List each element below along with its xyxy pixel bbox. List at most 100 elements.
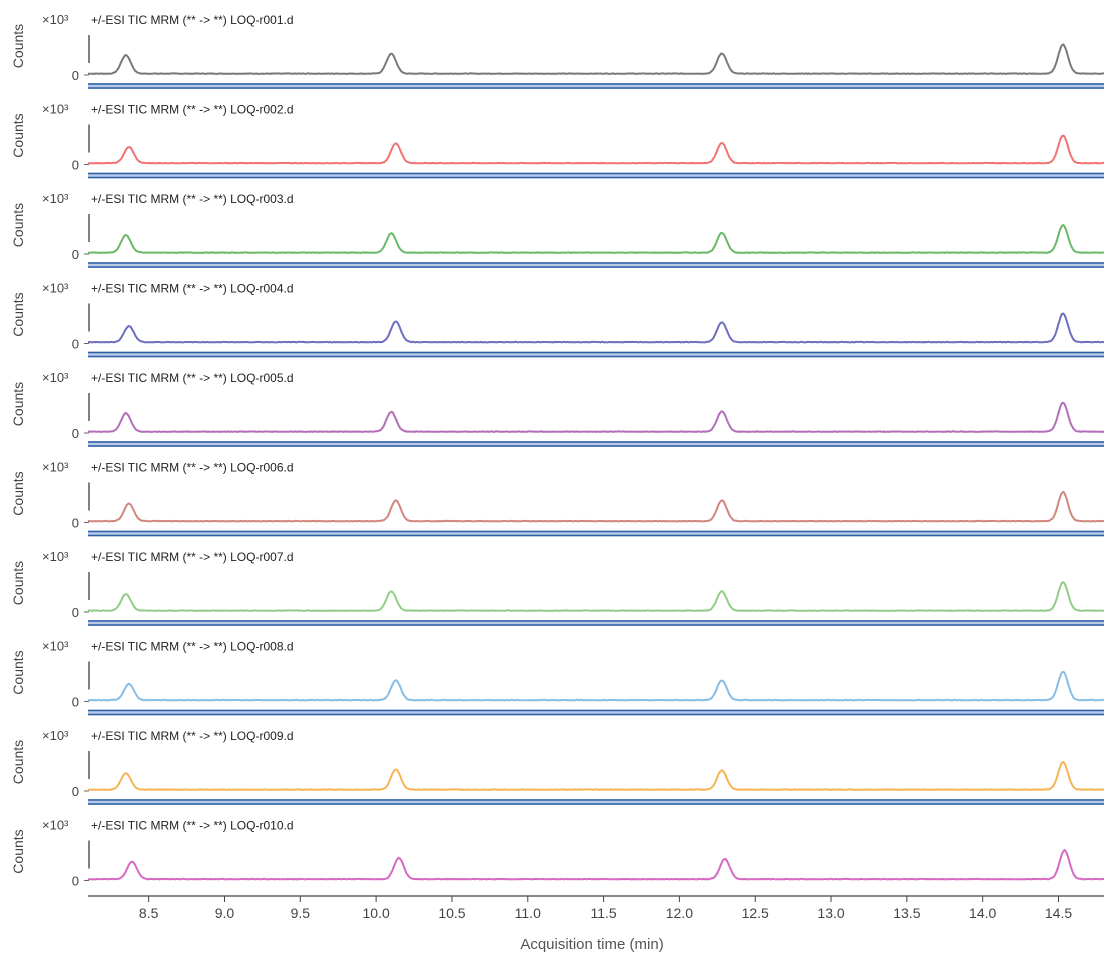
data-point-08-4 xyxy=(1062,672,1064,674)
x-axis-label: Acquisition time (min) xyxy=(520,936,663,953)
series-line-02 xyxy=(87,134,1104,165)
data-point-08-3 xyxy=(721,681,723,683)
y-multiplier-05: ×10³ xyxy=(42,370,69,385)
y-axis-label-10: Counts xyxy=(10,829,26,873)
x-tick-label-3: 9.5 xyxy=(291,905,311,921)
series-title-02: +/-ESI TIC MRM (** -> **) LOQ-r002.d xyxy=(91,103,294,117)
panel-separator-01 xyxy=(88,83,1104,89)
y-multiplier-02: ×10³ xyxy=(42,102,69,117)
y-tick-label-09: 0 xyxy=(72,784,79,799)
x-tick-label-8: 12.0 xyxy=(666,905,693,921)
data-point-07-4 xyxy=(1062,583,1064,585)
data-point-02-1 xyxy=(128,148,130,150)
series-line-06 xyxy=(87,490,1104,523)
panel-separator-02 xyxy=(88,172,1104,179)
x-tick-label-5: 10.5 xyxy=(438,905,465,921)
y-axis-label-07: Counts xyxy=(10,561,26,605)
data-point-10-4 xyxy=(1064,851,1066,853)
data-point-07-3 xyxy=(721,592,723,594)
data-point-05-3 xyxy=(721,412,723,414)
x-tick-label-4: 10.0 xyxy=(362,905,389,921)
y-tick-label-03: 0 xyxy=(72,247,79,262)
series-title-10: +/-ESI TIC MRM (** -> **) LOQ-r010.d xyxy=(91,819,294,833)
x-tick-label-6: 11.0 xyxy=(515,905,541,921)
data-point-09-2 xyxy=(395,770,397,772)
y-tick-label-04: 0 xyxy=(72,337,79,352)
data-point-09-4 xyxy=(1062,763,1064,765)
data-point-05-1 xyxy=(125,414,127,416)
x-tick-label-7: 11.5 xyxy=(590,905,616,921)
y-tick-label-07: 0 xyxy=(72,605,79,620)
data-point-03-4 xyxy=(1062,226,1064,228)
series-title-06: +/-ESI TIC MRM (** -> **) LOQ-r006.d xyxy=(91,461,294,475)
data-point-09-1 xyxy=(125,774,127,776)
data-point-02-3 xyxy=(721,143,723,145)
panel-separator-08 xyxy=(88,709,1104,716)
y-axis-label-01: Counts xyxy=(10,24,26,68)
data-point-03-2 xyxy=(390,234,392,236)
series-title-08: +/-ESI TIC MRM (** -> **) LOQ-r008.d xyxy=(91,640,294,654)
data-point-09-3 xyxy=(721,771,723,773)
data-point-06-4 xyxy=(1062,493,1064,495)
data-point-10-1 xyxy=(131,862,133,864)
series-title-01: +/-ESI TIC MRM (** -> **) LOQ-r001.d xyxy=(91,13,294,27)
y-axis-label-05: Counts xyxy=(10,382,26,426)
x-tick-label-13: 14.5 xyxy=(1045,905,1072,921)
y-multiplier-10: ×10³ xyxy=(42,818,69,833)
data-point-01-4 xyxy=(1062,45,1064,47)
data-point-03-3 xyxy=(721,233,723,235)
y-axis-label-02: Counts xyxy=(10,113,26,157)
panel-separator-04 xyxy=(88,351,1104,358)
data-point-04-1 xyxy=(128,327,130,329)
data-point-01-1 xyxy=(125,56,127,58)
series-title-07: +/-ESI TIC MRM (** -> **) LOQ-r007.d xyxy=(91,550,294,564)
y-axis-label-03: Counts xyxy=(10,203,26,247)
panel-separator-03 xyxy=(88,262,1104,268)
y-axis-label-08: Counts xyxy=(10,650,26,694)
y-axis-label-04: Counts xyxy=(10,292,26,336)
data-point-06-2 xyxy=(395,501,397,503)
y-multiplier-04: ×10³ xyxy=(42,281,69,296)
data-point-06-3 xyxy=(721,501,723,503)
data-point-07-1 xyxy=(125,595,127,597)
data-point-08-1 xyxy=(128,685,130,687)
y-multiplier-01: ×10³ xyxy=(42,12,69,27)
series-line-07 xyxy=(87,581,1104,613)
y-tick-label-06: 0 xyxy=(72,516,79,531)
panel-separator-06 xyxy=(88,530,1104,537)
data-point-05-2 xyxy=(390,412,392,414)
series-line-09 xyxy=(87,760,1104,791)
data-point-02-4 xyxy=(1062,136,1064,138)
series-line-08 xyxy=(88,670,1104,702)
panel-separator-07 xyxy=(88,620,1104,626)
y-multiplier-06: ×10³ xyxy=(42,460,69,475)
data-point-02-2 xyxy=(395,144,397,146)
series-title-04: +/-ESI TIC MRM (** -> **) LOQ-r004.d xyxy=(91,282,294,296)
series-title-09: +/-ESI TIC MRM (** -> **) LOQ-r009.d xyxy=(91,729,294,743)
data-point-07-2 xyxy=(390,592,392,594)
data-point-01-3 xyxy=(721,54,723,56)
y-tick-label-08: 0 xyxy=(72,695,79,710)
series-line-04 xyxy=(87,312,1104,344)
x-tick-label-11: 13.5 xyxy=(893,905,920,921)
y-axis-label-09: Counts xyxy=(10,740,26,784)
data-point-04-2 xyxy=(395,322,397,324)
panel-separator-05 xyxy=(88,441,1104,447)
data-point-04-4 xyxy=(1062,314,1064,316)
y-multiplier-07: ×10³ xyxy=(42,549,69,564)
x-tick-label-9: 12.5 xyxy=(742,905,769,921)
y-axis-label-06: Counts xyxy=(10,471,26,515)
data-point-06-1 xyxy=(128,504,130,506)
data-point-05-4 xyxy=(1062,403,1064,405)
y-tick-label-05: 0 xyxy=(72,426,79,441)
series-line-10 xyxy=(87,848,1104,881)
y-tick-label-01: 0 xyxy=(72,68,79,83)
y-tick-label-02: 0 xyxy=(72,158,79,173)
x-tick-label-2: 9.0 xyxy=(215,905,235,921)
data-point-08-2 xyxy=(395,681,397,683)
data-point-03-1 xyxy=(125,236,127,238)
panel-separator-09 xyxy=(88,799,1104,805)
series-line-01 xyxy=(88,43,1104,75)
y-multiplier-03: ×10³ xyxy=(42,191,69,206)
